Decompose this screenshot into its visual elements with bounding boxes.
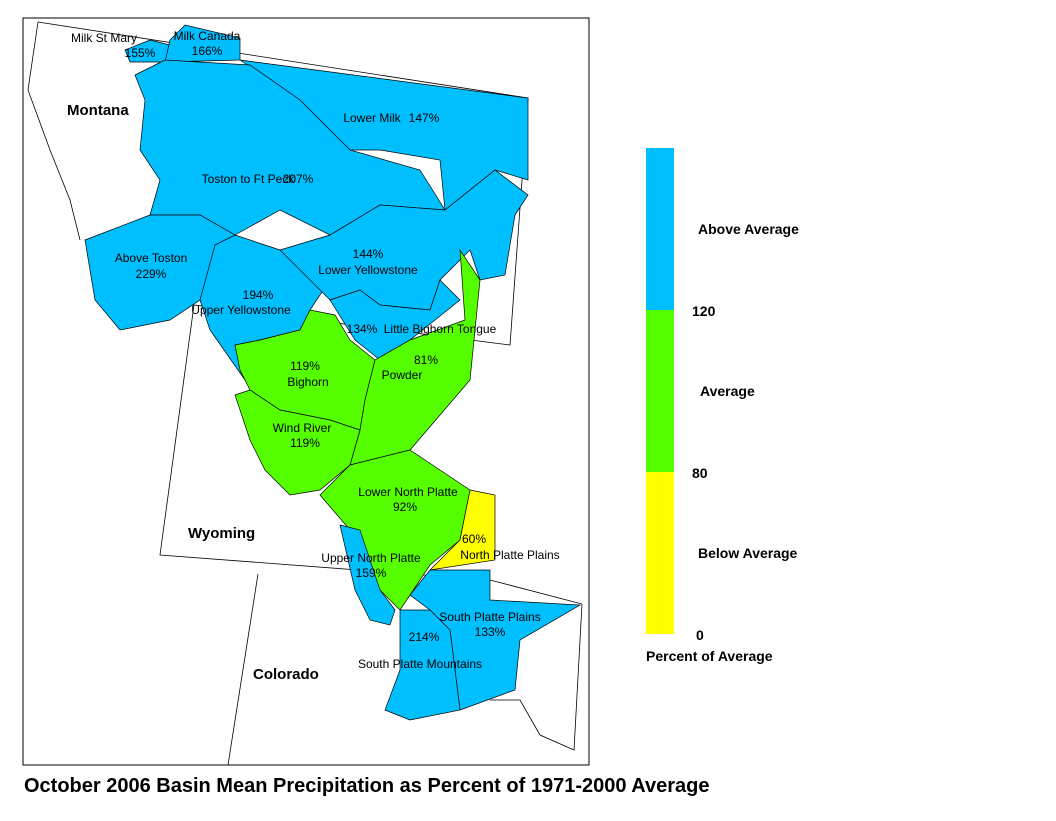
basin-percent: 229% bbox=[136, 267, 167, 281]
basin bbox=[164, 24, 241, 63]
basin-name: Lower Milk bbox=[343, 111, 401, 125]
legend: Above Average Average Below Average 120 80 0 P… bbox=[646, 148, 799, 664]
basin-name: Milk Canada bbox=[174, 29, 241, 43]
basin-percent: 144% bbox=[353, 247, 384, 261]
basin-percent: 92% bbox=[393, 500, 417, 514]
basin-percent: 119% bbox=[290, 436, 320, 450]
legend-swatch bbox=[646, 148, 674, 310]
basin-name: Toston to Ft Peck bbox=[202, 172, 296, 186]
basin bbox=[319, 449, 471, 611]
state-label: Wyoming bbox=[188, 525, 255, 542]
basin-percent: 207% bbox=[283, 172, 314, 186]
basin bbox=[384, 609, 461, 721]
legend-swatch bbox=[646, 310, 674, 472]
basins bbox=[84, 24, 582, 721]
basin-percent: 155% bbox=[125, 46, 156, 60]
basin-percent: 60% bbox=[462, 532, 486, 546]
basin-name: South Platte Mountains bbox=[358, 657, 482, 671]
basin-name: Upper North Platte bbox=[321, 551, 421, 565]
basin-name: Wind River bbox=[273, 421, 332, 435]
basin-name: Lower Yellowstone bbox=[318, 263, 418, 277]
basin-percent: 119% bbox=[290, 359, 320, 373]
basin-name: North Platte Plains bbox=[460, 548, 559, 562]
basin-name: Above Toston bbox=[115, 251, 188, 265]
basin bbox=[339, 524, 396, 626]
legend-tick: 0 bbox=[696, 627, 704, 643]
legend-tick: 120 bbox=[692, 303, 716, 319]
legend-title: Percent of Average bbox=[646, 648, 773, 664]
legend-swatch bbox=[646, 472, 674, 634]
legend-tick: 80 bbox=[692, 465, 708, 481]
map-title: October 2006 Basin Mean Precipitation as… bbox=[24, 775, 710, 797]
legend-label: Above Average bbox=[698, 221, 799, 237]
basin-name: Lower North Platte bbox=[358, 485, 458, 499]
legend-label: Average bbox=[700, 383, 755, 399]
basin-percent: 166% bbox=[192, 44, 223, 58]
basin-percent: 134% bbox=[347, 322, 378, 336]
border bbox=[27, 21, 81, 241]
basin-name: Milk St Mary bbox=[71, 31, 137, 45]
state-label: Montana bbox=[67, 102, 129, 119]
basin-percent: 147% bbox=[409, 111, 440, 125]
basin-name: Powder bbox=[382, 368, 423, 382]
basin bbox=[428, 489, 496, 571]
basin-name: Bighorn bbox=[287, 375, 328, 389]
legend-label: Below Average bbox=[698, 545, 798, 561]
basin-name: Little Bighorn Tongue bbox=[384, 322, 497, 336]
basin-percent: 214% bbox=[409, 630, 440, 644]
basin-percent: 194% bbox=[243, 288, 274, 302]
basin-percent: 81% bbox=[414, 353, 438, 367]
basin-percent: 133% bbox=[475, 625, 506, 639]
border bbox=[490, 603, 583, 751]
border bbox=[227, 573, 259, 766]
basin bbox=[349, 248, 481, 466]
basin-name: South Platte Plains bbox=[439, 610, 540, 624]
basin bbox=[329, 279, 461, 361]
basin-percent: 159% bbox=[356, 566, 387, 580]
basin-name: Upper Yellowstone bbox=[191, 303, 291, 317]
state-label: Colorado bbox=[253, 666, 319, 683]
